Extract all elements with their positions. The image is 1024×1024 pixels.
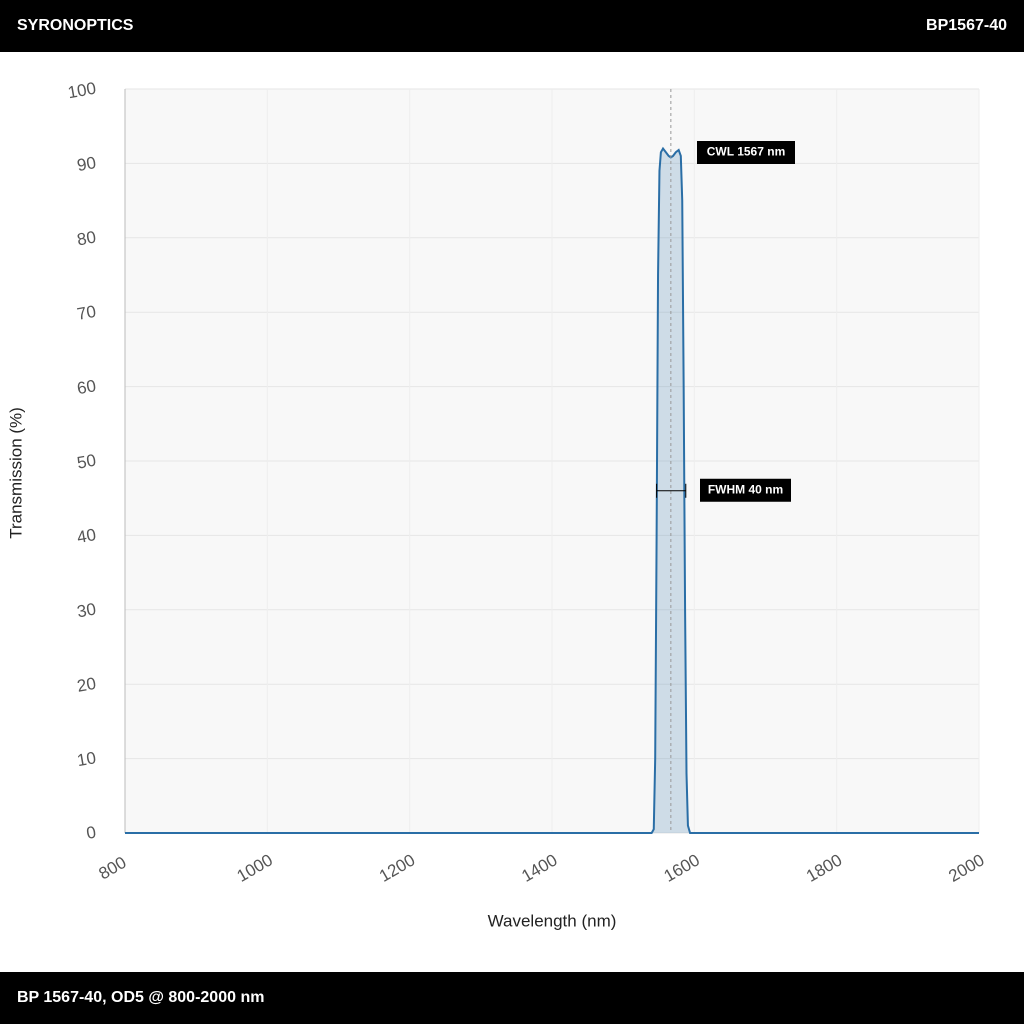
y-tick-label: 100 [66,79,97,103]
x-tick-label: 1000 [234,850,276,885]
y-tick-label: 50 [76,451,98,473]
y-tick-label: 60 [76,376,98,398]
y-tick-label: 30 [76,599,98,621]
footer: BP 1567-40, OD5 @ 800-2000 nm [0,972,1024,1024]
header: SYRONOPTICS BP1567-40 [0,0,1024,52]
x-tick-label: 1600 [661,850,703,885]
x-tick-label: 1200 [376,850,418,885]
cwl-label: CWL 1567 nm [707,145,785,159]
x-tick-label: 1400 [518,850,560,885]
y-tick-label: 20 [76,674,98,696]
cwl-box [697,141,795,164]
y-tick-label: 90 [76,153,98,175]
y-axis-label: Transmission (%) [6,407,25,539]
y-tick-label: 80 [76,227,98,249]
x-axis-label: Wavelength (nm) [488,911,617,930]
y-tick-label: 40 [76,525,98,547]
y-tick-label: 70 [76,302,98,324]
x-tick-label: 1800 [803,850,845,885]
fwhm-label: FWHM 40 nm [708,482,783,496]
brand: SYRONOPTICS [17,17,134,34]
x-tick-label: 800 [95,853,129,884]
x-tick-label: 2000 [945,850,987,885]
y-tick-label: 0 [85,823,98,843]
fwhm-box [700,478,791,502]
product-code: BP1567-40 [926,17,1007,34]
chart: 0 10 20 30 40 50 60 70 80 90 100 800 1000 1200 1400 160… [6,79,987,931]
footer-text: BP 1567-40, OD5 @ 800-2000 nm [17,989,265,1006]
y-tick-label: 10 [76,748,98,770]
